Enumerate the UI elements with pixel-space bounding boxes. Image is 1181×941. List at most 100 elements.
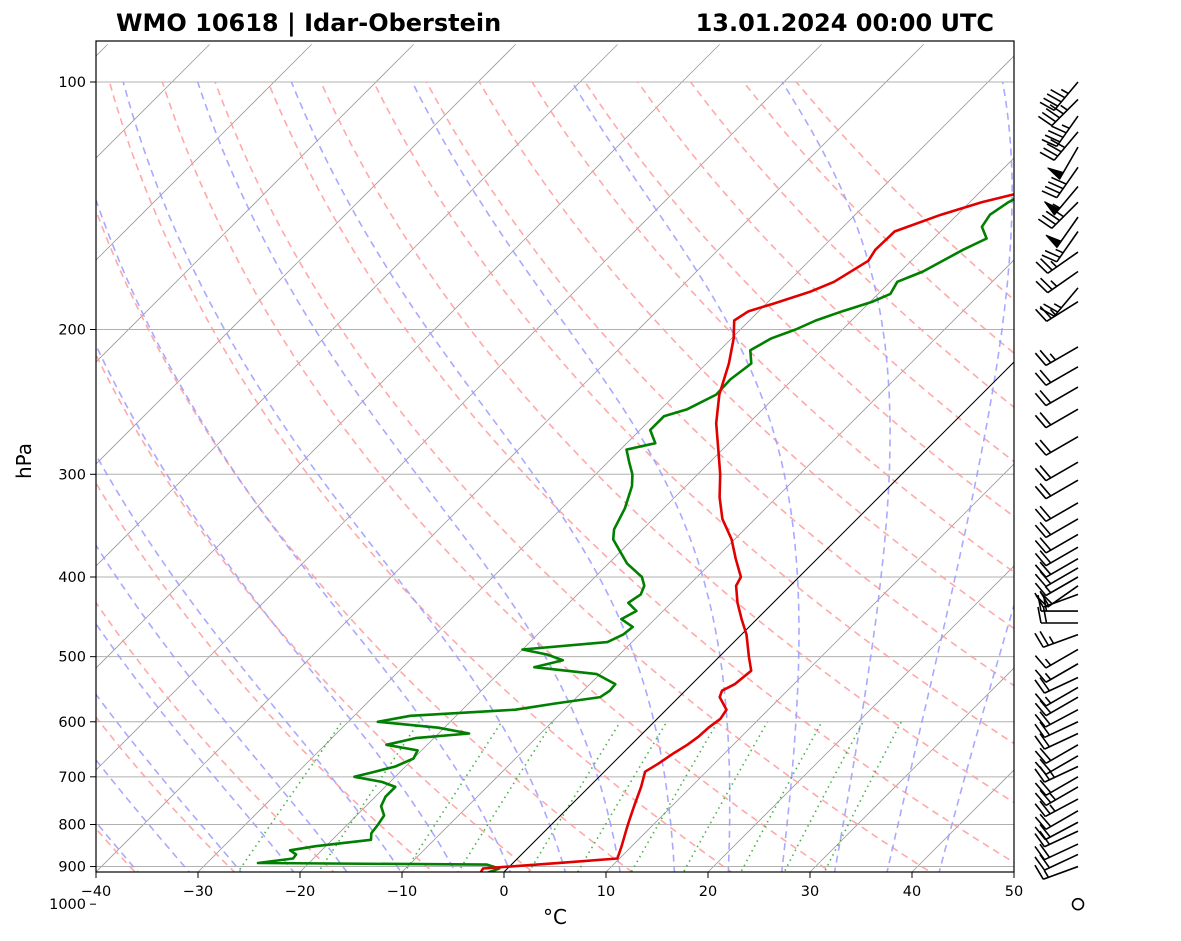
barb-pennant <box>1047 167 1065 180</box>
barb-staff <box>1056 115 1079 147</box>
dry-adiabat <box>425 81 1014 687</box>
x-tick-label: 30 <box>801 884 819 900</box>
wind-barb <box>1037 606 1078 624</box>
barb-staff <box>1047 585 1079 608</box>
wind-barb <box>1034 810 1079 831</box>
barb-full-feather <box>1039 151 1055 161</box>
barb-full-feather <box>1034 679 1046 694</box>
barb-full-feather <box>1039 747 1052 762</box>
dry-adiabat <box>267 81 1014 864</box>
y-tick-label: 1000 <box>49 897 86 913</box>
wind-barb <box>1034 533 1079 554</box>
isotherm-line <box>96 44 618 567</box>
barb-full-feather <box>1034 782 1047 796</box>
dry-adiabat <box>96 715 236 872</box>
barb-full-feather <box>1041 138 1058 148</box>
barb-full-feather <box>1045 107 1061 119</box>
y-tick-label: 300 <box>58 467 86 483</box>
isotherm-line <box>707 565 1014 872</box>
barb-pennant <box>1044 201 1060 216</box>
barb-full-feather <box>1034 508 1047 522</box>
moist-adiabat <box>290 81 676 872</box>
barb-staff <box>1045 461 1079 482</box>
barb-staff <box>1053 131 1079 161</box>
barb-full-feather <box>1039 537 1052 551</box>
barb-full-feather <box>1034 573 1047 587</box>
barb-full-feather <box>1045 210 1061 222</box>
barb-staff <box>1051 98 1079 127</box>
y-axis-label: hPa <box>12 443 36 479</box>
barb-full-feather <box>1035 280 1049 294</box>
x-tick-label: −30 <box>183 884 214 900</box>
barb-staff <box>1045 346 1079 367</box>
barb-full-feather <box>1051 176 1067 185</box>
barb-full-feather <box>1037 606 1042 624</box>
barb-full-feather <box>1039 700 1052 714</box>
barb-full-feather <box>1034 655 1047 669</box>
barb-full-feather <box>1039 630 1050 646</box>
barb-half-feather <box>1061 124 1070 130</box>
moist-adiabat <box>96 693 243 872</box>
barb-full-feather <box>1043 97 1059 107</box>
barb-staff <box>1045 366 1079 386</box>
isotherm-line <box>401 259 1014 872</box>
barb-staff <box>1044 821 1079 841</box>
isotherm-line <box>96 44 720 669</box>
barb-full-feather <box>1034 826 1046 841</box>
barb-full-feather <box>1034 803 1046 817</box>
barb-staff <box>1045 648 1079 669</box>
calm-circle <box>1071 897 1085 911</box>
dry-adiabat <box>96 827 137 872</box>
barb-full-feather <box>1039 677 1051 692</box>
barb-staff <box>1044 830 1079 848</box>
station-title: WMO 10618 | Idar-Oberstein <box>116 9 501 37</box>
barb-full-feather <box>1035 308 1048 322</box>
zero-isotherm <box>503 361 1014 872</box>
wind-barb <box>1034 843 1079 861</box>
y-tick-label: 700 <box>58 770 86 786</box>
dry-adiabat <box>96 481 435 872</box>
barb-half-feather <box>1043 869 1050 878</box>
mixing-ratio-line <box>783 721 864 872</box>
moist-adiabat <box>781 81 891 872</box>
barb-full-feather <box>1039 823 1051 838</box>
barb-full-feather <box>1034 792 1047 806</box>
barb-half-feather <box>1044 658 1052 666</box>
barb-full-feather <box>1041 111 1057 123</box>
barb-half-feather <box>1050 280 1058 287</box>
barb-full-feather <box>1042 606 1048 624</box>
wind-barb <box>1034 408 1079 429</box>
barb-full-feather <box>1044 134 1061 143</box>
barb-full-feather <box>1034 864 1044 880</box>
plot-frame <box>95 40 1015 873</box>
barb-full-feather <box>1037 115 1053 127</box>
wind-barb <box>1041 231 1079 263</box>
barb-full-feather <box>1037 218 1053 229</box>
x-axis-label: °C <box>543 905 567 929</box>
isotherm-line <box>1013 871 1014 872</box>
barb-full-feather <box>1039 813 1052 828</box>
wind-barb <box>1035 251 1079 274</box>
barb-full-feather <box>1034 372 1047 386</box>
dry-adiabat <box>96 601 335 872</box>
wind-barb <box>1034 461 1079 482</box>
isotherm-line <box>96 44 108 57</box>
barb-full-feather <box>1034 632 1044 648</box>
barb-full-feather <box>1034 693 1047 707</box>
wind-barb <box>1034 786 1079 807</box>
dry-adiabat <box>478 81 1014 630</box>
barb-staff <box>1042 593 1079 608</box>
barb-full-feather <box>1041 190 1058 199</box>
barb-staff <box>1044 843 1079 861</box>
dry-adiabat <box>689 81 1014 409</box>
barb-staff <box>1045 502 1079 523</box>
barb-half-feather <box>1048 636 1055 644</box>
moist-adiabat <box>938 602 1014 872</box>
mixing-ratio-line <box>576 721 668 872</box>
wind-barb <box>1041 166 1079 199</box>
x-tick-label: 40 <box>903 884 921 900</box>
dry-adiabat <box>96 353 534 872</box>
barb-staff <box>1045 696 1079 717</box>
wind-barb <box>1034 576 1079 597</box>
wind-barb <box>1034 708 1079 728</box>
